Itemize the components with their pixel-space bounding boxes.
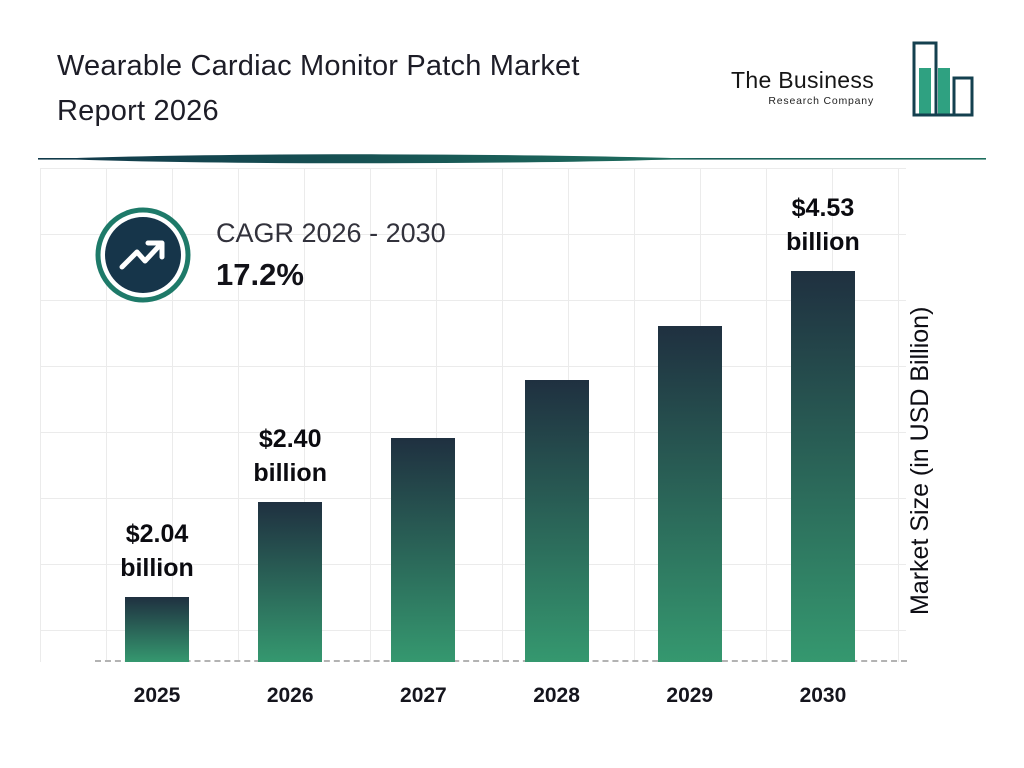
x-tick-2026: 2026	[266, 684, 314, 707]
bar-group-2027: 2027	[391, 170, 456, 707]
bar-2028	[524, 380, 589, 662]
y-axis-label: Market Size (in USD Billion)	[906, 306, 934, 616]
bar-group-2029: 2029	[657, 170, 722, 707]
x-tick-2028: 2028	[533, 684, 580, 707]
logo-text: The Business Research Company	[731, 67, 874, 107]
bar-value-label-2026: $2.40 billion	[253, 425, 327, 487]
x-tick-2030: 2030	[799, 684, 847, 707]
divider-line	[38, 154, 986, 164]
title-line-2: Report 2026	[57, 95, 219, 127]
logo-subtitle: Research Company	[768, 95, 874, 107]
cagr-label: CAGR 2026 - 2030	[216, 218, 446, 248]
bar-chart-logo-icon	[878, 40, 974, 120]
x-tick-2027: 2027	[400, 684, 447, 707]
x-axis-line	[95, 660, 907, 662]
bar-series: $2.04 billion 2025 $2.40 billion 2026 2027 2028…	[120, 170, 860, 707]
bar-value-label-2030: $4.53 billion	[786, 194, 860, 256]
bar-2025	[125, 597, 189, 662]
trending-up-icon	[94, 206, 192, 309]
x-tick-2029: 2029	[666, 684, 714, 707]
bar-group-2030: $4.53 billion 2030	[786, 170, 860, 707]
bar-2030	[790, 271, 855, 662]
cagr-text: CAGR 2026 - 2030 17.2%	[216, 218, 446, 293]
bar-value-label-2025: $2.04 billion	[120, 520, 194, 582]
bar-group-2025: $2.04 billion 2025	[120, 170, 194, 707]
bar-2029	[657, 326, 722, 662]
cagr-badge: CAGR 2026 - 2030 17.2%	[94, 206, 446, 309]
cagr-value: 17.2%	[216, 257, 304, 292]
bar-group-2028: 2028	[524, 170, 589, 707]
title-line-1: Wearable Cardiac Monitor Patch Market	[57, 50, 580, 82]
bar-2027	[391, 438, 456, 662]
x-tick-2025: 2025	[133, 684, 181, 707]
bar-2026	[258, 502, 323, 662]
page-title: Wearable Cardiac Monitor Patch Market Re…	[57, 44, 580, 134]
bar-group-2026: $2.40 billion 2026	[253, 170, 327, 707]
company-logo: The Business Research Company	[731, 40, 974, 120]
logo-name: The Business	[731, 67, 874, 93]
